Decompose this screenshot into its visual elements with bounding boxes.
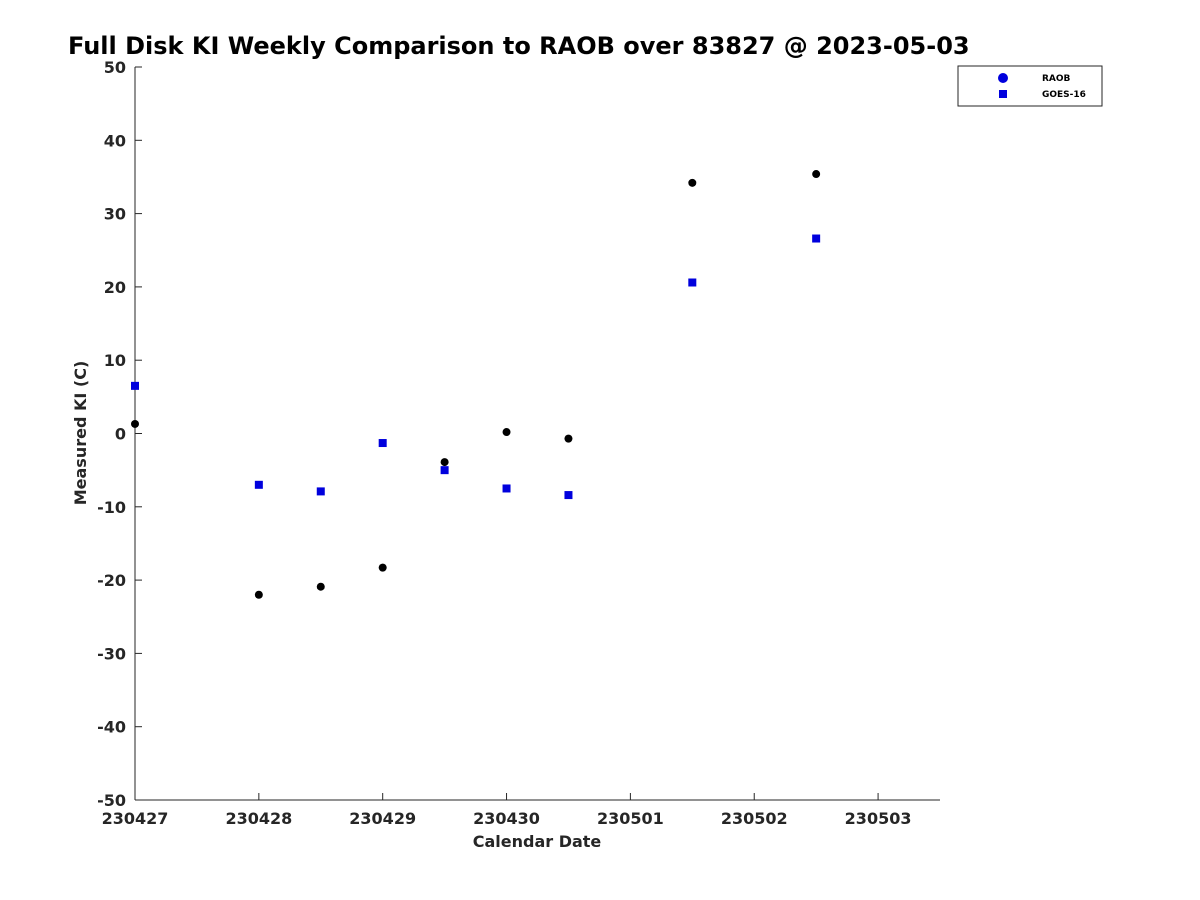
y-ticks: -50 -40 -30 -20 -10 0 10 20 30 40 50: [97, 58, 142, 810]
goes16-point: [502, 484, 511, 493]
goes16-point: [378, 439, 387, 448]
raob-point: [812, 170, 821, 179]
chart-title: Full Disk KI Weekly Comparison to RAOB o…: [68, 32, 970, 60]
y-axis-label: Measured KI (C): [71, 361, 90, 506]
goes16-point: [131, 381, 139, 390]
legend-label: GOES-16: [1042, 90, 1086, 100]
x-tick-label: 230429: [349, 809, 416, 828]
y-tick-label: 50: [104, 58, 126, 77]
x-tick-label: 230501: [597, 809, 664, 828]
raob-point: [502, 428, 511, 437]
y-tick-label: 40: [104, 131, 126, 150]
raob-point: [254, 590, 263, 599]
x-tick-label: 230427: [102, 809, 169, 828]
raob-point: [688, 178, 697, 187]
raob-point: [564, 434, 573, 443]
goes16-point: [812, 234, 821, 243]
x-tick-label: 230428: [225, 809, 292, 828]
y-tick-label: -10: [97, 498, 126, 517]
y-tick-label: -30: [97, 644, 126, 663]
x-axis-label: Calendar Date: [473, 832, 602, 851]
raob-point: [378, 563, 387, 572]
legend-label: RAOB: [1042, 74, 1071, 84]
y-tick-label: -40: [97, 718, 126, 737]
legend-marker-raob: [998, 73, 1008, 83]
y-tick-label: -50: [97, 791, 126, 810]
y-tick-label: 20: [104, 278, 126, 297]
legend: RAOB GOES-16: [957, 65, 1103, 107]
x-ticks: 230427 230428 230429 230430 230501 230502 2305…: [102, 793, 912, 828]
goes16-point: [254, 480, 263, 489]
goes16-point: [688, 278, 697, 287]
goes16-point: [564, 491, 573, 500]
legend-box: [957, 65, 1103, 107]
y-tick-label: 30: [104, 205, 126, 224]
y-tick-label: -20: [97, 571, 126, 590]
raob-point: [316, 582, 325, 591]
x-tick-label: 230503: [845, 809, 912, 828]
x-tick-label: 230430: [473, 809, 540, 828]
legend-marker-goes16: [999, 90, 1007, 98]
y-tick-label: 0: [115, 425, 126, 444]
goes16-point: [316, 487, 325, 496]
y-tick-label: 10: [104, 351, 126, 370]
raob-point: [131, 419, 139, 428]
raob-point: [440, 458, 449, 467]
plot-area: [134, 67, 940, 801]
x-tick-label: 230502: [721, 809, 788, 828]
goes16-point: [440, 466, 449, 475]
series-points: [131, 170, 821, 599]
